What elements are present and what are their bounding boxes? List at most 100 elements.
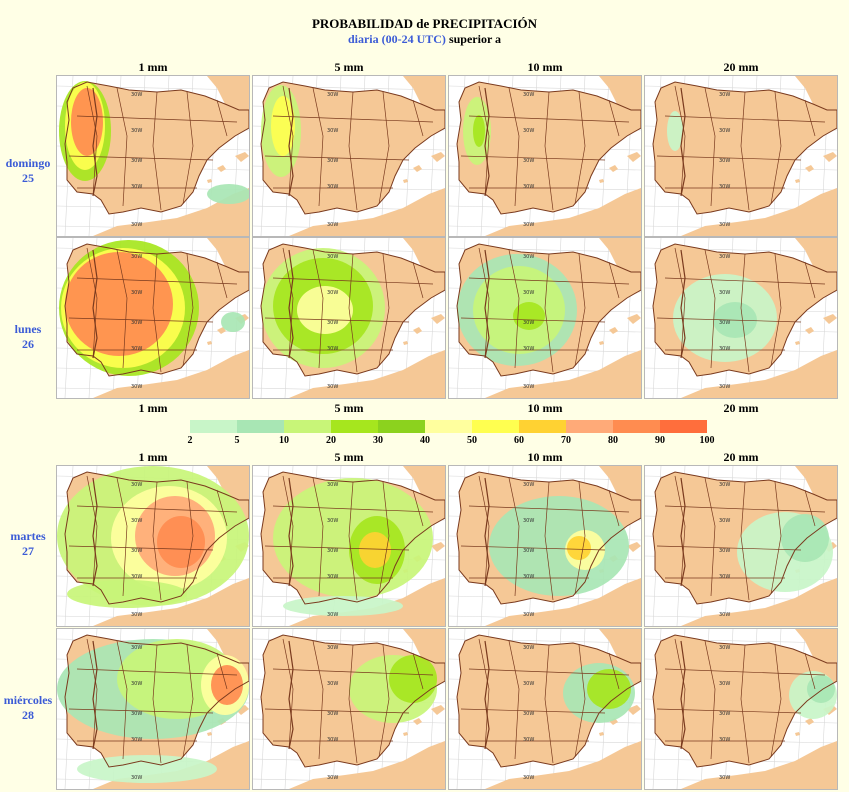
portugal-border: [288, 640, 294, 750]
threshold-header-5mm: 5 mm: [334, 401, 364, 415]
island-land: [207, 179, 212, 183]
coastline: [260, 81, 445, 215]
precip-area: [807, 675, 835, 703]
island-land: [403, 179, 408, 183]
province-borders: [656, 247, 826, 373]
grid-marker-label: 30W: [327, 320, 338, 326]
grid-marker-label: 30W: [719, 737, 730, 743]
island-land: [795, 732, 800, 736]
grid-marker-label: 30W: [131, 320, 142, 326]
province-borders: [460, 85, 630, 211]
grid-marker-label: 30W: [327, 482, 338, 488]
africa-land: [681, 350, 837, 398]
precipitation-map: 30W 30W 30W 30W 30W: [645, 76, 837, 236]
portugal-border: [484, 477, 490, 587]
precipitation-layer: [667, 111, 683, 151]
coastline: [260, 634, 445, 768]
portugal-border: [288, 477, 294, 587]
legend-swatch: [190, 420, 237, 433]
grid-marker-label: 30W: [719, 92, 730, 98]
island-land: [413, 327, 422, 334]
africa-land: [93, 188, 249, 236]
grid-marker-label: 30W: [523, 184, 534, 190]
island-land: [609, 165, 618, 172]
day-label-domingo: domingo 25: [0, 156, 56, 186]
coastline: [260, 243, 445, 377]
precip-area: [157, 516, 205, 568]
precipitation-layer: [737, 512, 833, 592]
precipitation-map: 30W 30W 30W 30W 30W: [253, 238, 445, 398]
grid-marker-label: 30W: [327, 612, 338, 618]
grid-marker-label: 30W: [131, 290, 142, 296]
grid-marker-label: 30W: [523, 158, 534, 164]
iberia-land: [457, 82, 641, 214]
island-land: [609, 327, 618, 334]
weekday-text: martes: [10, 529, 46, 543]
precip-area: [567, 536, 591, 560]
iberia-land: [65, 82, 249, 214]
africa-land: [681, 741, 837, 789]
province-borders: [264, 85, 434, 211]
france-land: [795, 629, 837, 663]
legend-swatch: [425, 420, 472, 433]
grid-marker-label: 30W: [523, 320, 534, 326]
grid-marker-label: 30W: [719, 681, 730, 687]
grid-marker-label: 30W: [719, 222, 730, 228]
island-land: [795, 179, 800, 183]
map-panel-lunes-5mm: 30W 30W 30W 30W 30W: [252, 237, 446, 399]
precipitation-map: 30W 30W 30W 30W 30W: [645, 629, 837, 789]
grid-marker-label: 30W: [327, 384, 338, 390]
grid-marker-label: 30W: [719, 574, 730, 580]
coastline: [456, 471, 641, 605]
grid-marker-label: 30W: [523, 222, 534, 228]
grid-marker-label: 30W: [523, 737, 534, 743]
precip-area: [389, 655, 437, 703]
grid-marker-label: 30W: [327, 548, 338, 554]
precipitation-layer: [563, 663, 635, 723]
island-land: [431, 314, 445, 324]
grid-marker-label: 30W: [131, 645, 142, 651]
grid-marker-label: 30W: [131, 346, 142, 352]
precipitation-map: 30W 30W 30W 30W 30W: [57, 466, 249, 626]
legend-swatch: [331, 420, 378, 433]
precipitation-layer: [261, 85, 301, 177]
island-land: [627, 705, 641, 715]
legend-tick-label: 70: [561, 435, 571, 446]
portugal-border: [484, 249, 490, 359]
island-land: [207, 341, 212, 345]
coastline: [64, 81, 249, 215]
threshold-header-20mm: 20 mm: [723, 401, 759, 415]
france-land: [599, 76, 641, 110]
province-borders: [460, 247, 630, 373]
coastline: [652, 81, 837, 215]
grid-marker-label: 30W: [719, 158, 730, 164]
province-borders: [68, 85, 238, 211]
map-panel-martes-5mm: 30W 30W 30W 30W 30W: [252, 465, 446, 627]
grid-marker-label: 30W: [719, 482, 730, 488]
grid-marker-label: 30W: [523, 290, 534, 296]
grid-marker-label: 30W: [131, 737, 142, 743]
coastline: [64, 634, 249, 768]
grid-marker-label: 30W: [719, 290, 730, 296]
province-borders: [68, 247, 238, 373]
grid-marker-label: 30W: [719, 254, 730, 260]
iberia-land: [261, 82, 445, 214]
map-panel-miercoles-10mm: 30W 30W 30W 30W 30W: [448, 628, 642, 790]
subtitle-period: diaria (00-24 UTC): [347, 32, 446, 46]
coastline: [64, 243, 249, 377]
grid-marker-label: 30W: [523, 254, 534, 260]
grid-marker-label: 30W: [523, 548, 534, 554]
map-panel-domingo-10mm: 30W 30W 30W 30W 30W: [448, 75, 642, 237]
france-land: [207, 629, 249, 663]
legend-tick-label: 5: [234, 435, 240, 446]
africa-land: [93, 578, 249, 626]
date-text: 27: [22, 544, 34, 558]
grid-marker-label: 30W: [719, 711, 730, 717]
iberia-land: [653, 635, 837, 767]
precipitation-map: 30W 30W 30W 30W 30W: [645, 238, 837, 398]
france-land: [207, 238, 249, 272]
grid-marker-label: 30W: [327, 158, 338, 164]
grid-marker-label: 30W: [523, 681, 534, 687]
precipitation-map: 30W 30W 30W 30W 30W: [57, 629, 249, 789]
precip-area: [359, 532, 391, 568]
